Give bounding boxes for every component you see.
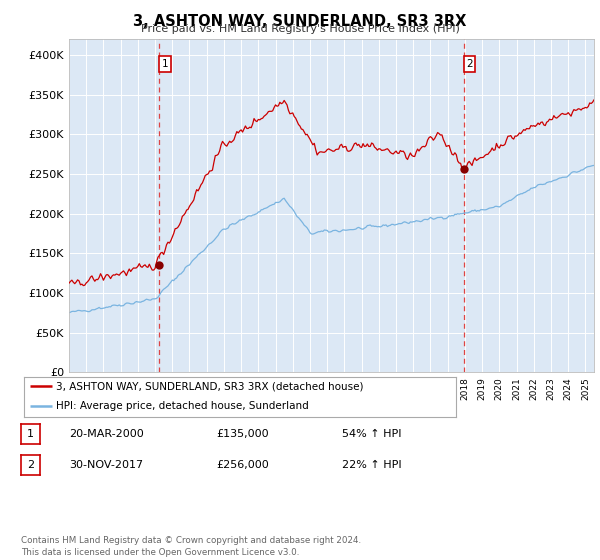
Text: HPI: Average price, detached house, Sunderland: HPI: Average price, detached house, Sund… [56,402,309,411]
Text: 22% ↑ HPI: 22% ↑ HPI [342,460,401,470]
Text: 2: 2 [27,460,34,470]
Text: 3, ASHTON WAY, SUNDERLAND, SR3 3RX (detached house): 3, ASHTON WAY, SUNDERLAND, SR3 3RX (deta… [56,381,364,391]
Text: 1: 1 [161,59,168,69]
Text: £256,000: £256,000 [216,460,269,470]
Text: 30-NOV-2017: 30-NOV-2017 [69,460,143,470]
Text: £135,000: £135,000 [216,429,269,439]
Text: Price paid vs. HM Land Registry's House Price Index (HPI): Price paid vs. HM Land Registry's House … [140,24,460,34]
Text: 1: 1 [27,429,34,439]
Text: 2: 2 [466,59,473,69]
Text: Contains HM Land Registry data © Crown copyright and database right 2024.
This d: Contains HM Land Registry data © Crown c… [21,536,361,557]
Text: 3, ASHTON WAY, SUNDERLAND, SR3 3RX: 3, ASHTON WAY, SUNDERLAND, SR3 3RX [133,14,467,29]
Text: 54% ↑ HPI: 54% ↑ HPI [342,429,401,439]
Text: 20-MAR-2000: 20-MAR-2000 [69,429,144,439]
